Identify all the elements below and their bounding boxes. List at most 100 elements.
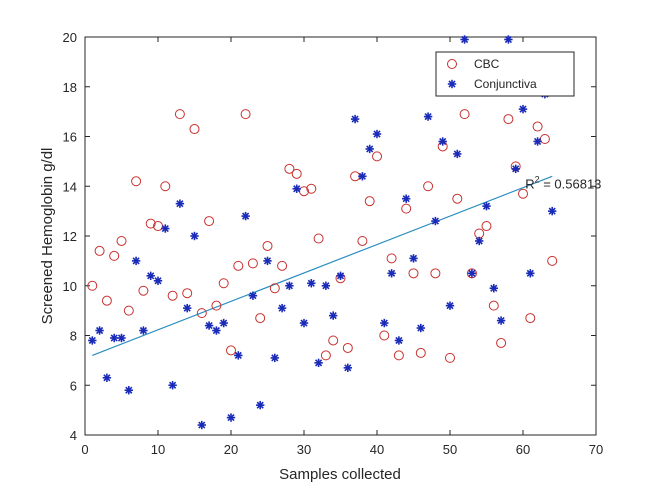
cbc-point <box>313 233 324 244</box>
trendline <box>92 175 553 356</box>
conjunctiva-point <box>153 276 163 285</box>
x-tick-label: 50 <box>443 442 457 457</box>
cbc-point <box>547 255 558 266</box>
cbc-point <box>423 181 434 192</box>
cbc-point <box>123 305 134 316</box>
y-tick-label: 18 <box>63 80 77 95</box>
cbc-point <box>87 280 98 291</box>
cbc-point <box>532 121 543 132</box>
conjunctiva-point <box>204 321 214 330</box>
conjunctiva-point <box>518 104 528 114</box>
y-tick-label: 14 <box>63 179 77 194</box>
r-squared-annotation: R2 = 0.56813 <box>525 175 601 192</box>
conjunctiva-point <box>161 224 170 233</box>
conjunctiva-point <box>175 199 185 208</box>
cbc-point <box>357 235 368 246</box>
conjunctiva-point <box>299 318 309 328</box>
conjunctiva-point <box>131 256 141 266</box>
conjunctiva-point <box>321 281 331 290</box>
legend-label-conjunctiva: Conjunctiva <box>474 77 537 91</box>
cbc-point <box>320 350 331 361</box>
cbc-point <box>138 285 149 296</box>
x-tick-label: 30 <box>297 442 311 457</box>
conjunctiva-point <box>197 420 206 430</box>
y-tick-label: 6 <box>70 378 77 393</box>
cbc-point <box>408 268 419 279</box>
y-tick-label: 12 <box>63 229 77 244</box>
cbc-point <box>233 260 244 271</box>
cbc-point <box>247 258 258 269</box>
cbc-point <box>496 337 507 348</box>
cbc-point <box>430 268 441 279</box>
cbc-point <box>262 240 273 251</box>
conjunctiva-point <box>445 301 455 310</box>
conjunctiva-point <box>124 386 133 395</box>
conjunctiva-point <box>365 144 374 154</box>
plot-area <box>84 36 597 436</box>
cbc-point <box>445 352 455 363</box>
conjunctiva-point <box>343 363 352 373</box>
cbc-point <box>328 335 339 346</box>
cbc-point <box>481 221 492 232</box>
cbc-point <box>218 278 229 289</box>
conjunctiva-point <box>168 381 177 390</box>
data-marks <box>87 35 558 430</box>
cbc-point <box>518 188 528 199</box>
conjunctiva-point <box>285 281 294 290</box>
cbc-point <box>393 350 404 361</box>
cbc-point <box>342 342 353 353</box>
conjunctiva-point <box>314 358 323 368</box>
conjunctiva-point <box>277 303 287 313</box>
conjunctiva-point <box>409 254 418 263</box>
conjunctiva-point <box>511 164 520 174</box>
axis-ticks: 0 10 20 30 40 50 60 70 4 6 8 10 12 14 16 18 20 <box>63 30 604 457</box>
conjunctiva-point <box>387 269 396 278</box>
conjunctiva-point <box>219 318 228 328</box>
cbc-point <box>291 168 302 179</box>
cbc-point <box>182 288 193 299</box>
legend-marker-cbc <box>447 59 457 69</box>
x-tick-label: 20 <box>224 442 238 457</box>
conjunctiva-point <box>460 35 469 44</box>
conjunctiva-point <box>416 323 425 333</box>
legend-marker-conjunctiva <box>447 79 457 89</box>
y-tick-label: 16 <box>63 130 77 145</box>
conjunctiva-point <box>526 269 535 278</box>
conjunctiva-point <box>248 291 258 300</box>
cbc-point <box>284 163 295 174</box>
conjunctiva-point <box>504 35 513 44</box>
conjunctiva-point <box>358 172 367 181</box>
x-tick-label: 0 <box>81 442 88 457</box>
cbc-point <box>503 114 514 125</box>
conjunctiva-point <box>467 269 477 278</box>
cbc-point <box>255 313 266 324</box>
conjunctiva-point <box>110 333 119 343</box>
cbc-point <box>226 345 236 356</box>
conjunctiva-point <box>183 303 192 313</box>
cbc-point <box>204 216 215 227</box>
cbc-point <box>525 313 536 324</box>
conjunctiva-point <box>226 413 236 422</box>
y-tick-label: 4 <box>70 428 77 443</box>
conjunctiva-point <box>307 279 316 288</box>
conjunctiva-point <box>431 216 440 226</box>
series-conjunctiva <box>88 35 557 430</box>
conjunctiva-point <box>256 400 265 410</box>
annotations: R2 = 0.56813 <box>525 175 601 192</box>
conjunctiva-point <box>139 326 148 335</box>
x-axis-label: Samples collected <box>279 466 401 483</box>
cbc-point <box>174 109 185 120</box>
conjunctiva-point <box>146 271 155 280</box>
cbc-point <box>131 176 142 187</box>
conjunctiva-point <box>402 194 411 203</box>
legend-box <box>435 51 575 97</box>
x-tick-label: 60 <box>516 442 530 457</box>
cbc-point <box>94 245 105 256</box>
cbc-point <box>466 268 477 279</box>
y-tick-label: 20 <box>63 30 77 45</box>
cbc-point <box>488 300 499 311</box>
conjunctiva-point <box>475 236 484 246</box>
cbc-point <box>364 196 375 207</box>
conjunctiva-point <box>453 149 462 159</box>
